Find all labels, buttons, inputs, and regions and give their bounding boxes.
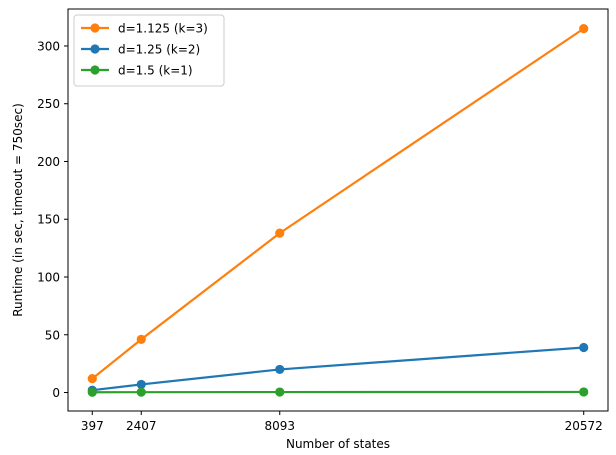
series-0-point-1 <box>136 334 146 344</box>
plot-area <box>87 24 589 397</box>
y-tick-label: 250 <box>37 97 60 111</box>
series-1-point-3 <box>579 342 589 353</box>
series-2-point-0 <box>87 387 97 397</box>
legend-label: d=1.25 (k=2) <box>118 43 200 57</box>
series-2-point-2 <box>275 387 285 397</box>
series-2-point-1 <box>136 387 146 397</box>
x-tick-label: 2407 <box>126 419 157 433</box>
y-axis-label: Runtime (in sec, timeout = 750sec) <box>11 103 25 317</box>
x-tick-label: 20572 <box>565 419 603 433</box>
legend-marker-0 <box>90 23 100 33</box>
series-line-0 <box>91 27 585 380</box>
series-2-point-3 <box>579 387 589 397</box>
y-tick-label: 0 <box>52 386 60 400</box>
series-0-point-0 <box>87 374 97 384</box>
x-tick-label: 8093 <box>264 419 295 433</box>
legend: d=1.125 (k=3) d=1.25 (k=2) d=1.5 (k=1) <box>73 14 225 87</box>
legend-box <box>73 14 225 87</box>
axes-frame <box>67 8 609 412</box>
legend-marker-2 <box>90 65 100 75</box>
series-1-point-1 <box>136 379 146 390</box>
legend-label: d=1.125 (k=3) <box>118 22 208 36</box>
y-tick-label: 300 <box>37 39 60 53</box>
legend-label: d=1.5 (k=1) <box>118 64 193 78</box>
series-line-1 <box>92 346 584 392</box>
series-1-point-2 <box>275 364 285 375</box>
legend-marker-1 <box>90 44 100 54</box>
axes: 397 2407 8093 20572 0 50 100 150 200 250 300 <box>37 8 609 433</box>
x-tick-label: 397 <box>81 419 104 433</box>
y-tick-label: 150 <box>37 213 60 227</box>
series-0-point-3 <box>579 24 589 34</box>
y-tick-label: 100 <box>37 271 60 285</box>
series-0-point-2 <box>275 228 285 238</box>
y-tick-label: 200 <box>37 155 60 169</box>
x-axis-label: Number of states <box>286 437 390 451</box>
y-tick-label: 50 <box>45 328 60 342</box>
